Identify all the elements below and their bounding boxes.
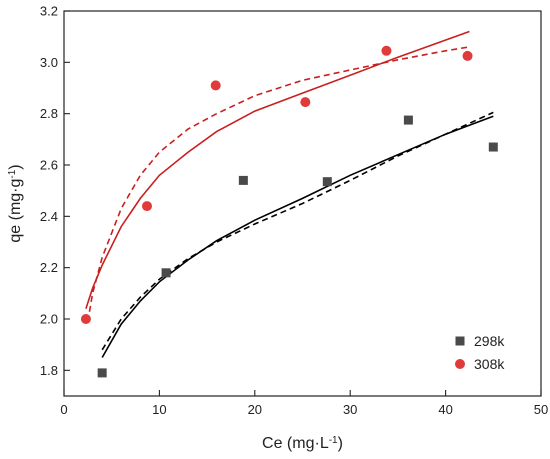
- point-298k: [322, 177, 332, 187]
- y-axis-ticks: 1.8 2.0 2.2 2.4 2.6 2.8 3.0 3.2: [40, 4, 70, 378]
- point-308k: [381, 45, 392, 56]
- point-308k: [300, 97, 311, 108]
- point-308k: [141, 201, 152, 212]
- fit-solid-308k: [85, 30, 470, 309]
- point-308k: [80, 314, 91, 324]
- point-298k: [97, 368, 107, 378]
- legend: 298k 308k: [455, 333, 505, 372]
- point-308k: [462, 50, 473, 61]
- point-298k: [403, 115, 413, 125]
- x-tick-label: 10: [152, 402, 166, 417]
- data-points: [80, 45, 498, 378]
- fit-dashed-298k: [101, 111, 494, 351]
- legend-marker-298k: [455, 336, 465, 346]
- legend-label-298k: 298k: [474, 333, 505, 349]
- x-axis-title: Ce (mg·L-1): [262, 435, 343, 453]
- y-tick-label: 2.8: [40, 106, 58, 121]
- x-axis-title-superscript: -1: [329, 435, 338, 446]
- y-tick-label: 2.0: [40, 312, 58, 327]
- x-tick-label: 30: [343, 402, 357, 417]
- x-tick-label: 20: [248, 402, 262, 417]
- point-308k: [210, 80, 221, 91]
- y-tick-label: 2.2: [40, 260, 58, 275]
- point-298k: [488, 142, 498, 152]
- x-tick-label: 0: [60, 402, 67, 417]
- point-298k: [238, 175, 248, 185]
- y-axis-title-superscript: -1: [7, 169, 18, 178]
- x-axis-ticks: 0 10 20 30 40 50: [60, 390, 548, 417]
- y-tick-label: 2.4: [40, 209, 58, 224]
- y-tick-label: 3.0: [40, 55, 58, 70]
- y-tick-label: 2.6: [40, 158, 58, 173]
- y-tick-label: 3.2: [40, 4, 58, 19]
- legend-marker-308k: [455, 359, 465, 369]
- y-axis-title: qe (mg·g-1): [7, 164, 25, 242]
- fit-dashed-308k: [87, 46, 470, 322]
- point-298k: [161, 268, 171, 278]
- fit-solid-298k: [101, 115, 494, 358]
- x-tick-label: 50: [534, 402, 548, 417]
- fit-curves: [85, 30, 494, 358]
- x-tick-label: 40: [438, 402, 452, 417]
- legend-label-308k: 308k: [474, 356, 505, 372]
- y-tick-label: 1.8: [40, 363, 58, 378]
- plot-frame: [63, 10, 542, 397]
